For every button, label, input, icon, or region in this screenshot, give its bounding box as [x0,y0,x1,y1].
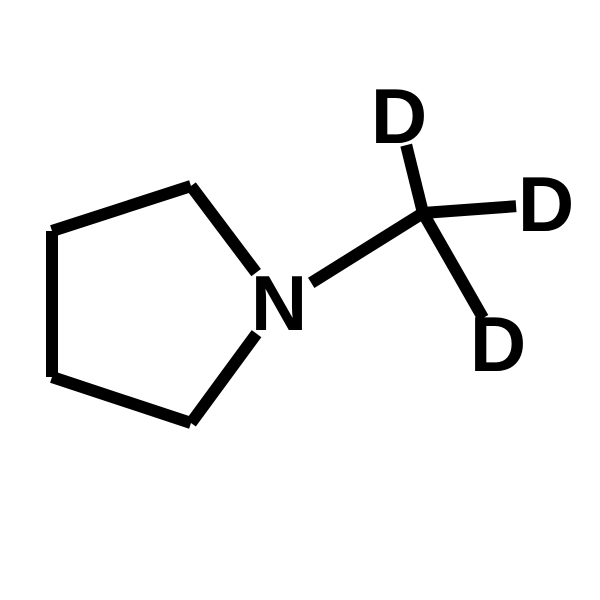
atom-label-D: D [470,300,526,388]
bond [191,334,257,423]
atom-label-D: D [518,160,574,248]
atom-label-N: N [251,259,307,347]
bond [311,213,423,283]
atom-label-D: D [371,72,427,160]
molecule-diagram: NDDD [0,0,600,600]
bond [191,186,256,273]
bond [423,206,516,213]
bond [52,186,191,231]
bond [52,377,191,423]
